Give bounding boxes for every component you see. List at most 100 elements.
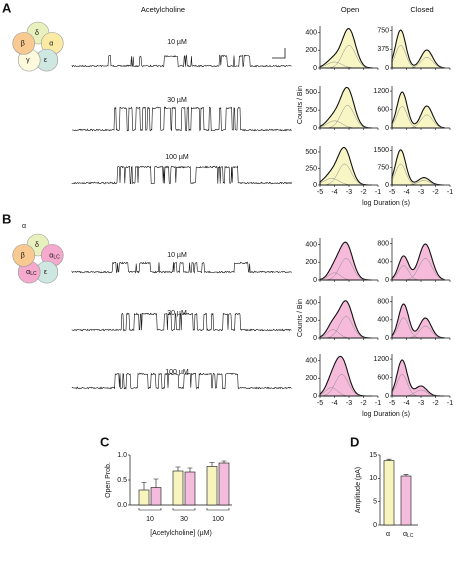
subunit-label-base: β xyxy=(21,40,25,47)
y-tick-label: 375 xyxy=(377,46,389,53)
subunit-label-base: γ xyxy=(26,57,30,64)
x-tick-label: -5 xyxy=(389,189,395,196)
subunit xyxy=(12,244,36,267)
histogram-area xyxy=(391,149,444,186)
histogram-area xyxy=(391,303,445,339)
y-tick-label: 0.0 xyxy=(117,502,127,509)
histogram-area xyxy=(319,28,373,69)
subunit-label: β xyxy=(21,252,25,259)
y-tick-label: 0 xyxy=(385,393,389,400)
x-tick-label: αLC xyxy=(403,531,414,539)
y-tick-label: 400 xyxy=(377,317,389,324)
error-bar xyxy=(153,478,159,488)
y-tick-label: 400 xyxy=(305,241,317,248)
error-bar xyxy=(141,482,147,490)
y-tick-label: 750 xyxy=(377,27,389,34)
concentration-label: 30 µM xyxy=(167,97,187,104)
bar xyxy=(400,475,412,526)
subunit-label: α xyxy=(49,40,53,47)
histogram-area xyxy=(391,29,445,69)
y-tick-label: 1200 xyxy=(373,356,389,363)
axis-label: log Duration (s) xyxy=(362,200,410,207)
x-tick-label: -2 xyxy=(360,400,366,407)
histogram-area xyxy=(391,91,445,129)
current-trace xyxy=(71,372,292,390)
column-heading: Open xyxy=(341,5,359,14)
current-trace xyxy=(71,106,292,132)
axis-label: Counts / Bin xyxy=(297,86,304,124)
component-curve xyxy=(320,258,372,281)
current-trace xyxy=(71,261,292,274)
x-tick-label: -1 xyxy=(375,400,381,407)
subunit-label: ε xyxy=(44,269,47,276)
y-tick-label: 800 xyxy=(377,298,389,305)
subunit-label: αLC xyxy=(26,269,37,277)
x-axis-label: [Acetylcholine] (µM) xyxy=(150,530,212,537)
x-tick-label: -2 xyxy=(432,189,438,196)
x-tick-label: -5 xyxy=(389,400,395,407)
x-tick-label: -3 xyxy=(346,189,352,196)
y-tick-label: 0 xyxy=(313,125,317,132)
y-tick-label: 0 xyxy=(385,65,389,72)
heading: Acetylcholine xyxy=(141,5,185,14)
subunit-label-sub: LC xyxy=(53,255,60,261)
y-axis-label: Amplitude (pA) xyxy=(355,467,362,513)
panel-label: B xyxy=(2,211,11,226)
bar xyxy=(138,489,150,506)
x-tick-label: -4 xyxy=(403,400,409,407)
y-tick-label: 500 xyxy=(305,89,317,96)
x-tick-label: 30 xyxy=(180,516,188,523)
component-curve xyxy=(320,316,372,339)
y-tick-label: 400 xyxy=(377,259,389,266)
error-bar xyxy=(386,458,392,461)
y-tick-label: 10 xyxy=(369,475,377,482)
y-tick-label: 0 xyxy=(385,335,389,342)
y-tick-label: 0 xyxy=(313,277,317,284)
y-tick-label: 200 xyxy=(305,317,317,324)
histogram-area xyxy=(319,86,373,129)
y-tick-label: 200 xyxy=(305,47,317,54)
y-tick-label: 0 xyxy=(385,125,389,132)
y-tick-label: 1200 xyxy=(373,88,389,95)
concentration-label: 10 µM xyxy=(167,252,187,259)
subunit-label: αLC xyxy=(49,252,60,260)
y-tick-label: 400 xyxy=(305,299,317,306)
current-trace xyxy=(71,165,292,185)
x-tick-label: -2 xyxy=(432,400,438,407)
y-tick-label: 800 xyxy=(377,240,389,247)
concentration-label: 100 µM xyxy=(165,154,189,161)
alpha-label: α xyxy=(22,223,26,230)
subunit-label: ε xyxy=(44,57,47,64)
subunit-label-sub: LC xyxy=(30,271,37,277)
subunit-label-base: ε xyxy=(44,57,47,64)
histogram-area xyxy=(391,243,445,281)
x-tick-label: -1 xyxy=(447,189,453,196)
histogram-area xyxy=(319,241,372,281)
y-tick-label: 600 xyxy=(377,106,389,113)
group-bracket xyxy=(172,508,196,511)
bar xyxy=(218,462,230,506)
concentration-label: 30 µM xyxy=(167,310,187,317)
x-tick-label: -3 xyxy=(418,400,424,407)
bar xyxy=(184,471,196,506)
y-tick-label: 200 xyxy=(305,259,317,266)
y-tick-label: 0 xyxy=(313,393,317,400)
x-tick-label: -5 xyxy=(317,400,323,407)
y-tick-label: 0 xyxy=(385,182,389,189)
y-tick-label: 0 xyxy=(373,522,377,529)
panel-label: C xyxy=(100,434,110,449)
x-tick-label-sub: LC xyxy=(407,533,414,539)
x-tick-label: -3 xyxy=(418,189,424,196)
error-bar xyxy=(221,460,227,463)
axis-label: log Duration (s) xyxy=(362,411,410,418)
y-tick-label: 0 xyxy=(313,335,317,342)
subunit-label-base: α xyxy=(26,269,30,276)
error-bar xyxy=(187,467,193,472)
x-tick-label: -1 xyxy=(447,400,453,407)
y-tick-label: 750 xyxy=(377,165,389,172)
y-tick-label: 0.5 xyxy=(117,477,127,484)
subunit-label-base: α xyxy=(49,40,53,47)
subunit-label-base: ε xyxy=(44,269,47,276)
error-bar xyxy=(403,474,409,476)
column-heading: Closed xyxy=(410,5,433,14)
